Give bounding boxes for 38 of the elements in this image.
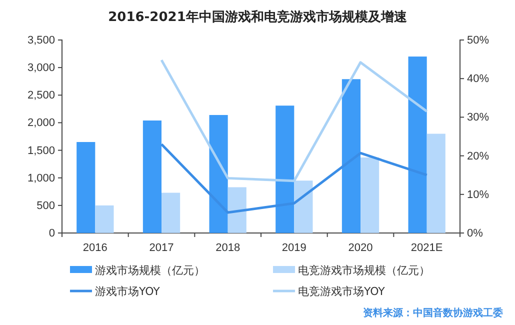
bar <box>408 56 427 233</box>
y2-tick-label: 50% <box>467 34 490 47</box>
x-tick-label: 2017 <box>149 242 174 254</box>
bar <box>142 120 162 233</box>
bar <box>209 114 228 233</box>
legend-label: 游戏市场规模（亿元） <box>95 264 205 277</box>
bar <box>95 205 114 233</box>
y2-tick-label: 10% <box>467 188 490 201</box>
y2-tick-label: 20% <box>467 150 490 162</box>
y2-tick-label: 30% <box>467 112 490 124</box>
x-tick-label: 2018 <box>216 242 240 254</box>
y2-tick-label: 0% <box>467 228 484 240</box>
y-tick-label: 2,500 <box>27 90 55 102</box>
chart-title: 2016-2021年中国游戏和电竞游戏市场规模及增速 <box>108 9 408 25</box>
bar <box>228 187 246 233</box>
x-tick-label: 2019 <box>282 242 306 254</box>
x-tick-label: 2016 <box>82 242 108 254</box>
legend-label: 电竞游戏市场规模（亿元） <box>298 264 430 277</box>
text: 资料来源：中国音数协游戏工委 <box>363 307 503 319</box>
x-tick-label: 2021E <box>410 242 443 254</box>
bar <box>276 106 294 233</box>
y-tick-label: 500 <box>36 200 55 212</box>
bar <box>76 142 96 233</box>
legend-label: 电竞游戏市场YOY <box>298 285 386 298</box>
x-tick-label: 2020 <box>348 242 373 254</box>
line-series <box>160 142 428 214</box>
bar <box>162 192 180 233</box>
y-tick-label: 2,000 <box>27 117 55 130</box>
y-tick-label: 1,500 <box>27 144 55 157</box>
y-tick-label: 3,000 <box>27 62 55 74</box>
y-tick-label: 0 <box>48 228 55 240</box>
y-tick-label: 3,500 <box>27 34 55 47</box>
legend-label: 游戏市场YOY <box>95 285 160 298</box>
y-tick-label: 1,000 <box>27 172 55 184</box>
bar <box>342 79 360 233</box>
y2-tick-label: 40% <box>467 73 490 86</box>
bar <box>426 134 446 233</box>
bar <box>360 157 380 233</box>
